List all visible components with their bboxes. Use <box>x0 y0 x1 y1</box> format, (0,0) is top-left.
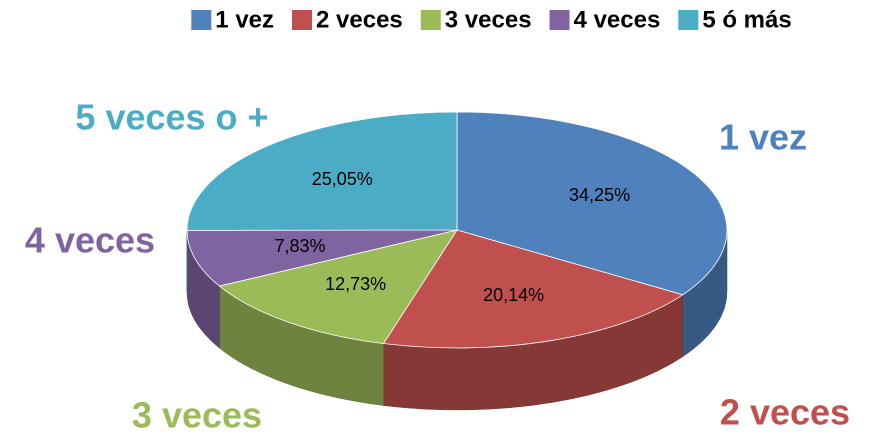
slice-annotation: 4 veces <box>25 220 155 261</box>
slice <box>186 111 458 231</box>
slice-value-label: 12,73% <box>325 274 386 294</box>
slice <box>218 229 458 344</box>
legend-swatch <box>191 10 212 30</box>
slice-annotation: 1 vez <box>719 117 807 158</box>
legend-label: 1 vez <box>215 6 274 33</box>
legend: 1 vez 2 veces 3 veces 4 veces 5 ó más <box>191 6 792 33</box>
pie-tops <box>186 111 728 349</box>
legend-label: 2 veces <box>316 6 403 33</box>
slice-value-label: 25,05% <box>312 169 373 189</box>
legend-label: 5 ó más <box>702 6 791 33</box>
slice-annotation: 2 veces <box>720 392 850 433</box>
slice-annotation: 3 veces <box>132 395 262 436</box>
slice-value-label: 34,25% <box>569 185 630 205</box>
slice <box>186 229 458 287</box>
legend-label: 4 veces <box>574 6 661 33</box>
slice-annotation: 5 veces o + <box>75 97 268 138</box>
slice <box>382 229 684 349</box>
legend-swatch <box>678 10 699 30</box>
legend-swatch <box>420 10 441 30</box>
slice-value-label: 20,14% <box>483 285 544 305</box>
legend-swatch <box>292 10 313 30</box>
slice-value-label: 7,83% <box>274 236 325 256</box>
legend-label: 3 veces <box>445 6 532 33</box>
legend-swatch <box>549 10 570 30</box>
